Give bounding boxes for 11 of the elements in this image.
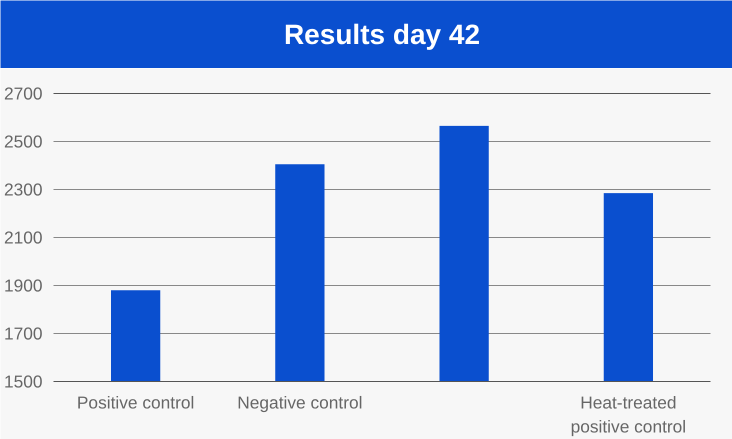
- x-tick-label: Positive control: [76, 392, 194, 412]
- x-tick-label: Heat-treated positive control: [570, 392, 686, 436]
- y-tick-label: 2100: [4, 228, 43, 248]
- y-tick-label: 2500: [4, 132, 43, 152]
- y-tick-label: 1700: [4, 324, 43, 344]
- y-tick-label: 1500: [4, 372, 43, 392]
- chart-title: Results day 42: [284, 19, 480, 50]
- x-tick-label: Negative control: [237, 392, 362, 412]
- y-tick-label: 2300: [4, 180, 43, 200]
- y-tick-label: 1900: [4, 276, 43, 296]
- y-tick-label: 2700: [4, 84, 43, 104]
